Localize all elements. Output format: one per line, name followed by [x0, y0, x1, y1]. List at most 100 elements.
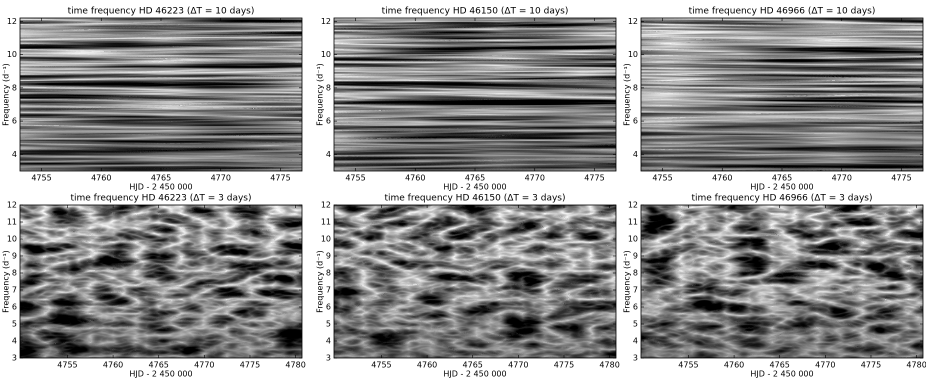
y-tick-label: 11 — [628, 218, 638, 227]
y-tick-label: 8 — [633, 83, 638, 92]
x-tick-label: 4760 — [103, 361, 123, 370]
x-axis-label: HJD - 2 450 000 — [750, 370, 813, 379]
y-tick-label: 9 — [12, 252, 17, 261]
y-tick-label: 6 — [12, 117, 17, 126]
y-tick-label: 5 — [12, 320, 17, 329]
chart-title: time frequency HD 46150 (ΔT = 3 days) — [384, 194, 565, 204]
chart-title: time frequency HD 46966 (ΔT = 10 days) — [689, 7, 876, 17]
x-tick-label: 4770 — [525, 174, 545, 183]
x-tick-label: 4775 — [554, 361, 574, 370]
x-tick-label: 4765 — [151, 174, 171, 183]
x-tick-label: 4755 — [652, 174, 672, 183]
y-tick-label: 12 — [7, 201, 17, 210]
y-tick-label: 10 — [321, 235, 331, 244]
x-tick-label: 4755 — [678, 361, 698, 370]
x-tick-label: 4755 — [57, 361, 77, 370]
y-tick-label: 3 — [633, 354, 638, 363]
x-tick-label: 4770 — [211, 174, 231, 183]
y-tick-label: 9 — [633, 252, 638, 261]
heatmap-shade — [641, 205, 923, 358]
x-axis-label: HJD - 2 450 000 — [129, 183, 192, 192]
x-tick-label: 4760 — [417, 361, 437, 370]
heatmap-shade — [20, 205, 302, 358]
x-tick-label: 4760 — [91, 174, 111, 183]
x-tick-label: 4760 — [712, 174, 732, 183]
y-axis-label: Frequency (d⁻¹) — [623, 63, 632, 126]
heatmap-shade — [334, 18, 616, 171]
x-tick-label: 4765 — [465, 174, 485, 183]
y-tick-label: 8 — [12, 83, 17, 92]
y-axis-label: Frequency (d⁻¹) — [623, 250, 632, 313]
x-tick-label: 4765 — [770, 361, 790, 370]
y-tick-label: 12 — [628, 17, 638, 26]
x-tick-label: 4775 — [891, 174, 911, 183]
x-tick-label: 4760 — [405, 174, 425, 183]
y-tick-label: 6 — [12, 303, 17, 312]
y-axis-label: Frequency (d⁻¹) — [316, 63, 325, 126]
x-tick-label: 4760 — [724, 361, 744, 370]
y-tick-label: 12 — [321, 201, 331, 210]
y-tick-label: 6 — [326, 303, 331, 312]
y-tick-label: 4 — [633, 150, 638, 159]
x-axis-label: HJD - 2 450 000 — [750, 183, 813, 192]
x-tick-label: 4780 — [599, 361, 619, 370]
y-axis-label: Frequency (d⁻¹) — [2, 250, 11, 313]
x-tick-label: 4780 — [285, 361, 305, 370]
x-tick-label: 4755 — [31, 174, 51, 183]
y-tick-label: 12 — [7, 17, 17, 26]
chart-title: time frequency HD 46150 (ΔT = 10 days) — [382, 7, 569, 17]
chart-title: time frequency HD 46223 (ΔT = 3 days) — [70, 194, 251, 204]
x-axis-label: HJD - 2 450 000 — [443, 183, 506, 192]
y-tick-label: 10 — [628, 50, 638, 59]
y-tick-label: 8 — [326, 269, 331, 278]
y-tick-label: 4 — [326, 150, 331, 159]
y-tick-label: 10 — [7, 50, 17, 59]
y-axis-label: Frequency (d⁻¹) — [2, 63, 11, 126]
y-tick-label: 7 — [12, 286, 17, 295]
x-tick-label: 4775 — [240, 361, 260, 370]
y-tick-label: 9 — [326, 252, 331, 261]
x-tick-label: 4770 — [832, 174, 852, 183]
y-tick-label: 4 — [633, 337, 638, 346]
y-tick-label: 5 — [326, 320, 331, 329]
y-tick-label: 6 — [326, 117, 331, 126]
y-tick-label: 4 — [12, 337, 17, 346]
y-tick-label: 4 — [326, 337, 331, 346]
y-tick-label: 8 — [633, 269, 638, 278]
y-tick-label: 10 — [321, 50, 331, 59]
y-tick-label: 4 — [12, 150, 17, 159]
y-tick-label: 5 — [633, 320, 638, 329]
x-tick-label: 4765 — [463, 361, 483, 370]
x-tick-label: 4775 — [584, 174, 604, 183]
chart-title: time frequency HD 46966 (ΔT = 3 days) — [691, 194, 872, 204]
y-tick-label: 10 — [628, 235, 638, 244]
x-tick-label: 4780 — [906, 361, 926, 370]
y-tick-label: 10 — [7, 235, 17, 244]
plot-frame — [333, 204, 617, 359]
y-tick-label: 8 — [326, 83, 331, 92]
y-tick-label: 3 — [326, 354, 331, 363]
x-tick-label: 4770 — [508, 361, 528, 370]
y-tick-label: 11 — [7, 218, 17, 227]
y-tick-label: 6 — [633, 303, 638, 312]
y-tick-label: 7 — [633, 286, 638, 295]
y-tick-label: 6 — [633, 117, 638, 126]
y-tick-label: 7 — [326, 286, 331, 295]
y-tick-label: 11 — [321, 218, 331, 227]
chart-title: time frequency HD 46223 (ΔT = 10 days) — [68, 7, 255, 17]
x-tick-label: 4770 — [194, 361, 214, 370]
heatmap-shade — [20, 18, 302, 171]
y-tick-label: 12 — [628, 201, 638, 210]
y-axis-label: Frequency (d⁻¹) — [316, 250, 325, 313]
y-tick-label: 3 — [12, 354, 17, 363]
x-tick-label: 4765 — [149, 361, 169, 370]
x-tick-label: 4775 — [270, 174, 290, 183]
plot-frame — [640, 204, 924, 359]
plot-frame — [19, 204, 303, 359]
y-tick-label: 12 — [321, 17, 331, 26]
x-tick-label: 4775 — [861, 361, 881, 370]
x-axis-label: HJD - 2 450 000 — [443, 370, 506, 379]
heatmap-shade — [641, 18, 923, 171]
x-axis-label: HJD - 2 450 000 — [129, 370, 192, 379]
